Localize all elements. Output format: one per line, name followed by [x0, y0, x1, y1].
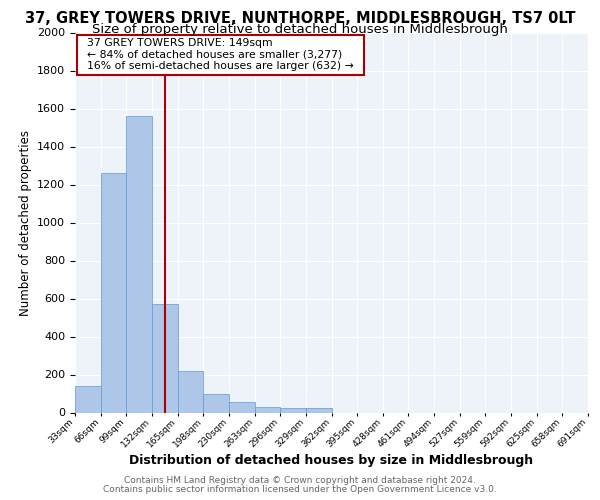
Bar	[101, 173, 127, 412]
Text: Contains public sector information licensed under the Open Government Licence v3: Contains public sector information licen…	[103, 485, 497, 494]
Text: 37, GREY TOWERS DRIVE, NUNTHORPE, MIDDLESBROUGH, TS7 0LT: 37, GREY TOWERS DRIVE, NUNTHORPE, MIDDLE…	[25, 11, 575, 26]
Bar	[280, 408, 306, 412]
Bar	[178, 370, 203, 412]
Bar	[254, 407, 280, 412]
Text: Contains HM Land Registry data © Crown copyright and database right 2024.: Contains HM Land Registry data © Crown c…	[124, 476, 476, 485]
Text: 37 GREY TOWERS DRIVE: 149sqm  
  ← 84% of detached houses are smaller (3,277)  
: 37 GREY TOWERS DRIVE: 149sqm ← 84% of de…	[80, 38, 361, 72]
X-axis label: Distribution of detached houses by size in Middlesbrough: Distribution of detached houses by size …	[130, 454, 533, 468]
Y-axis label: Number of detached properties: Number of detached properties	[19, 130, 32, 316]
Bar	[75, 386, 101, 412]
Bar	[229, 402, 254, 412]
Bar	[152, 304, 178, 412]
Text: Size of property relative to detached houses in Middlesbrough: Size of property relative to detached ho…	[92, 22, 508, 36]
Bar	[306, 408, 331, 412]
Bar	[127, 116, 152, 412]
Bar	[203, 394, 229, 412]
